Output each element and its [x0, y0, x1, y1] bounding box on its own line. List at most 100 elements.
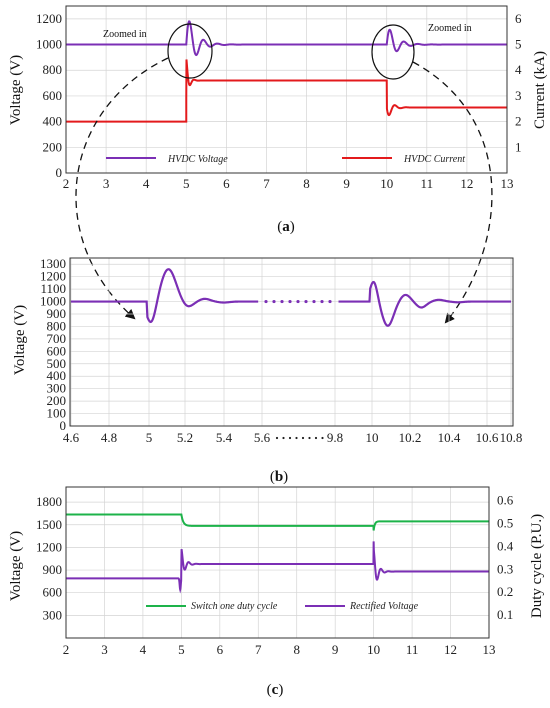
- panel-b-xtick-5.4: 5.4: [216, 430, 233, 445]
- zoom-annotation-right: Zoomed in: [428, 23, 472, 34]
- panel-a-label: (a): [277, 219, 295, 235]
- panel-b-ytick-1000: 1000: [40, 294, 66, 309]
- zoom-circle-right: [371, 24, 415, 80]
- panel-b-xtick-10.8: 10.8: [500, 430, 523, 445]
- panel-a-ytick-1000: 1000: [36, 37, 62, 52]
- panel-c-y2tick-0.5: 0.5: [497, 516, 513, 531]
- panel-b-xtick-10: 10: [366, 430, 379, 445]
- panel-c-xtick-12: 12: [444, 642, 457, 657]
- panel-c-ytick-600: 600: [43, 585, 63, 600]
- series-break-dot: [320, 299, 324, 304]
- panel-c-ylabel: Voltage (V): [8, 531, 24, 601]
- panel-a-legend: HVDC Voltage HVDC Current: [106, 154, 465, 165]
- panel-c-y2tick-0.6: 0.6: [497, 493, 514, 508]
- panel-a-xtick-2: 2: [63, 176, 70, 191]
- panel-b-axis-break-dot: [295, 436, 298, 440]
- panel-a-xtick-9: 9: [343, 176, 350, 191]
- panel-b-ytick-400: 400: [47, 368, 67, 383]
- legend-hvdc-voltage: HVDC Voltage: [167, 154, 228, 165]
- panel-a-ytick-0: 0: [56, 165, 63, 180]
- panel-c-ytick-300: 300: [43, 607, 63, 622]
- panel-a-xtick-8: 8: [303, 176, 310, 191]
- panel-a-ylabel: Voltage (V): [8, 55, 24, 125]
- zoom-arrow-right: [412, 61, 493, 324]
- panel-a-ytick-400: 400: [43, 114, 63, 129]
- panel-c-xtick-10: 10: [367, 642, 380, 657]
- panel-c-xtick-7: 7: [255, 642, 262, 657]
- panel-b-axis-break-dot: [321, 436, 324, 440]
- legend-rectified-voltage: Rectified Voltage: [349, 601, 419, 612]
- panel-b-ytick-300: 300: [47, 381, 67, 396]
- series-duty-cycle: [66, 513, 489, 531]
- panel-c-y2label: Duty cycle (P.U.): [529, 514, 545, 618]
- panel-b-ytick-900: 900: [47, 306, 67, 321]
- panel-c-label: (c): [267, 682, 284, 698]
- panel-c-xtick-13: 13: [483, 642, 496, 657]
- panel-b-label: (b): [270, 469, 288, 485]
- panel-b-xtick-9.8: 9.8: [327, 430, 343, 445]
- series-break-dot: [304, 299, 308, 304]
- panel-b-axis-break-dot: [308, 436, 311, 440]
- panel-a-y2tick-6: 6: [515, 11, 522, 26]
- panel-b-ytick-200: 200: [47, 393, 67, 408]
- panel-c-xtick-8: 8: [293, 642, 300, 657]
- panel-b-ytick-600: 600: [47, 343, 67, 358]
- legend-hvdc-current: HVDC Current: [403, 154, 465, 165]
- panel-b-xtick-5.2: 5.2: [177, 430, 193, 445]
- panel-a-y2tick-4: 4: [515, 62, 522, 77]
- panel-a-xtick-4: 4: [143, 176, 150, 191]
- panel-a-xtick-11: 11: [421, 176, 434, 191]
- panel-a-ytick-800: 800: [43, 62, 63, 77]
- series-break-dot: [328, 299, 332, 304]
- panel-b-lines: [71, 268, 511, 327]
- panel-c-ytick-1500: 1500: [36, 517, 62, 532]
- panel-a-xtick-12: 12: [460, 176, 473, 191]
- panel-a: 2 3 4 5 6 7 8 9 10 11 12 13020040060080010001200123…: [8, 5, 548, 235]
- panel-b-axis-break-dot: [301, 436, 305, 440]
- panel-c-xtick-3: 3: [101, 642, 108, 657]
- panel-b-ytick-1300: 1300: [40, 256, 66, 271]
- legend-duty-cycle: Switch one duty cycle: [191, 601, 278, 612]
- panel-b-ytick-800: 800: [47, 318, 67, 333]
- panel-c-ticks: 2 3 4 5 6 7 8 9 10 11 12 13 300 600 900 1200 1500 1800 0.1…: [36, 493, 514, 657]
- panel-b-ylabel: Voltage (V): [12, 305, 28, 375]
- panel-b-xtick-4.8: 4.8: [101, 430, 117, 445]
- panel-a-ytick-200: 200: [43, 139, 63, 154]
- panel-a-xtick-3: 3: [103, 176, 110, 191]
- panel-a-xtick-5: 5: [183, 176, 190, 191]
- panel-c-xtick-5: 5: [178, 642, 185, 657]
- panel-a-y2tick-1: 1: [515, 139, 522, 154]
- panel-b-ytick-1200: 1200: [40, 269, 66, 284]
- panel-a-frame: [65, 5, 508, 174]
- series-zoom-segment-2: [338, 280, 511, 327]
- zoom-circle-left: [167, 23, 213, 79]
- panel-c-xtick-9: 9: [332, 642, 339, 657]
- series-break-dot: [272, 299, 276, 304]
- panel-b-ytick-1100: 1100: [40, 281, 66, 296]
- panel-b-grid: [70, 258, 513, 427]
- panel-c-y2tick-0.2: 0.2: [497, 584, 513, 599]
- zoom-arrow-left: [75, 57, 169, 320]
- panel-a-xtick-6: 6: [223, 176, 230, 191]
- panel-b-xtick-4.6: 4.6: [63, 430, 80, 445]
- panel-a-lines: [66, 20, 507, 123]
- panel-c-ytick-900: 900: [43, 562, 63, 577]
- panel-c-xtick-11: 11: [406, 642, 419, 657]
- panel-c-ytick-1800: 1800: [36, 494, 62, 509]
- panel-b: 4.6 4.8 5 5.2 5.4 5.6 9.8 10 10.2 10.4 10.6 10.8010…: [12, 256, 522, 485]
- panel-a-y2tick-2: 2: [515, 114, 522, 129]
- panel-b-xtick-10.6: 10.6: [476, 430, 499, 445]
- series-hvdc-voltage: [66, 20, 507, 57]
- panel-b-xtick-5.6: 5.6: [254, 430, 271, 445]
- panel-a-xtick-10: 10: [380, 176, 393, 191]
- panel-a-y2tick-3: 3: [515, 88, 522, 103]
- panel-b-frame: [69, 257, 514, 427]
- panel-c-xtick-6: 6: [217, 642, 224, 657]
- panel-a-xtick-7: 7: [263, 176, 270, 191]
- panel-a-xtick-13: 13: [501, 176, 514, 191]
- series-hvdc-current: [66, 59, 507, 123]
- panel-b-xtick-5: 5: [146, 430, 153, 445]
- panel-c-y2tick-0.1: 0.1: [497, 607, 513, 622]
- panel-c-lines: [66, 513, 489, 594]
